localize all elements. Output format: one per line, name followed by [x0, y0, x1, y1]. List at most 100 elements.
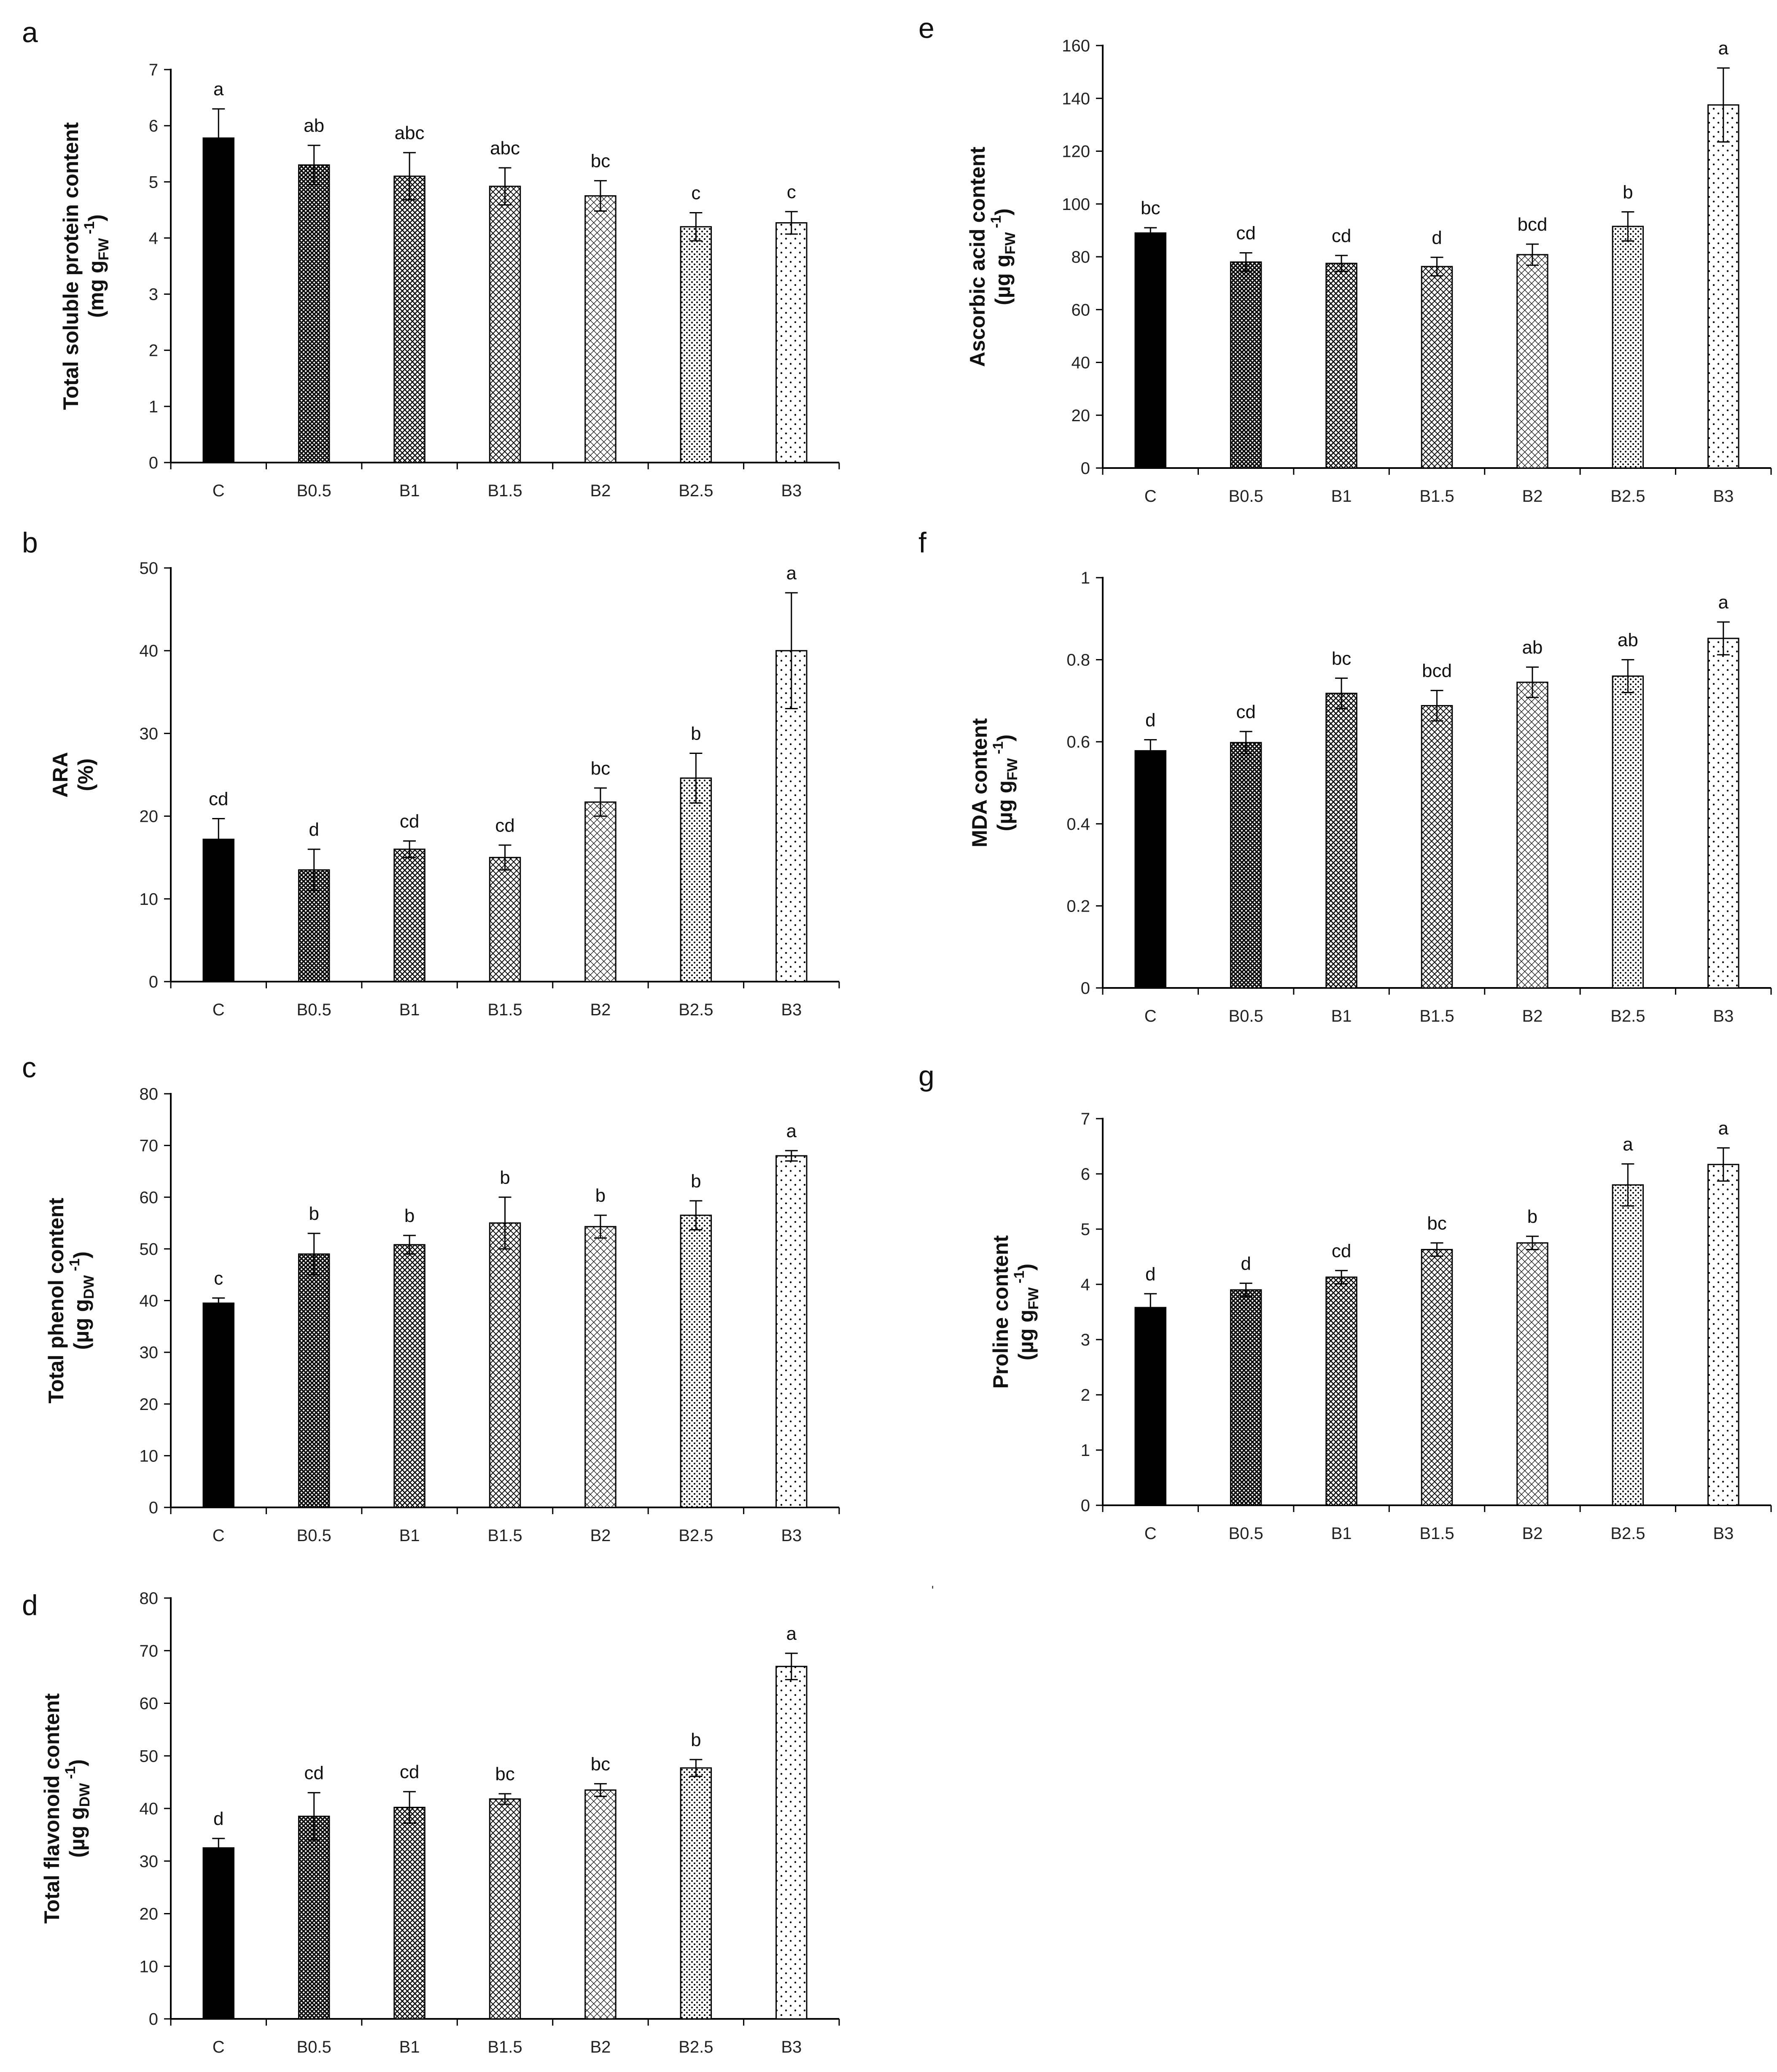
- significance-letter: a: [213, 79, 224, 100]
- x-tick-label: B1.5: [1419, 1524, 1454, 1543]
- y-axis-label-superscript: -1: [62, 1766, 78, 1783]
- significance-letter: b: [691, 1730, 701, 1750]
- y-tick-label: 2: [149, 342, 158, 360]
- error-bar: [1239, 252, 1252, 272]
- error-bar: [785, 1150, 798, 1162]
- error-bar: [498, 1793, 512, 1805]
- bar: [1612, 675, 1644, 989]
- significance-letter: ab: [304, 116, 324, 136]
- y-axis-label-superscript: -1: [990, 741, 1006, 758]
- significance-letter: d: [1432, 227, 1442, 248]
- error-bar: [594, 1783, 607, 1797]
- panel-f: f 0 0.2 0.4 0.6 0.8 1 d Ccd B0.5 bc B1 bcd B1.5 ab B2 ab…: [918, 527, 1772, 1025]
- significance-letter: abc: [395, 123, 425, 143]
- y-axis-label-subscript: FW: [1004, 758, 1020, 780]
- error-bar: [1621, 1163, 1634, 1207]
- error-bar: [689, 1759, 703, 1777]
- bar: [584, 801, 617, 982]
- y-axis-label-line2: (%): [74, 759, 97, 791]
- error-bar: [307, 848, 320, 891]
- x-tick-label: B2: [590, 1526, 611, 1545]
- y-axis-label-line1: Total soluble protein content: [59, 122, 83, 410]
- significance-letter: cd: [1236, 223, 1255, 244]
- error-bar: [498, 167, 512, 206]
- error-bar: [689, 212, 703, 242]
- x-tick-label: B1: [1331, 1007, 1352, 1025]
- bar: [489, 186, 521, 463]
- panel-b: b 0 10 20 30 40 50 cd Cd B0.5 cd B1 cd B1.5 bc B2 b B2.5 a…: [22, 527, 840, 1019]
- y-tick-label: 30: [140, 1852, 159, 1871]
- error-bar: [689, 1200, 703, 1231]
- x-tick-label: B2.5: [1610, 1524, 1645, 1543]
- significance-letter: d: [213, 1808, 223, 1829]
- error-bar: [1526, 666, 1539, 698]
- error-bar: [1717, 67, 1730, 143]
- x-tick-label: B2.5: [678, 482, 713, 500]
- x-tick-label: B1: [399, 1526, 420, 1545]
- significance-letter: cd: [304, 1763, 323, 1784]
- bar: [393, 848, 425, 982]
- y-axis-label-line2: (µg g: [1014, 1310, 1038, 1360]
- panel-a: a 0 1 2 3 4 5 6 7 a Cab B0.5 abc B1 abc B1.5 bc B2 c B2.5 c B…: [22, 16, 840, 500]
- y-tick-label: 50: [140, 1747, 159, 1765]
- error-bar: [1239, 1282, 1252, 1297]
- bar: [1134, 750, 1166, 989]
- significance-letter: d: [1145, 710, 1155, 730]
- x-tick-label: B1: [399, 482, 420, 500]
- significance-letter: b: [1527, 1206, 1537, 1227]
- bar: [298, 1253, 330, 1508]
- bar: [489, 1798, 521, 2020]
- error-bar: [1430, 256, 1443, 277]
- y-tick-label: 0: [149, 1499, 158, 1517]
- error-bar: [498, 1196, 512, 1250]
- y-tick-label: 6: [149, 117, 158, 135]
- bar: [202, 137, 234, 463]
- y-tick-label: 1: [149, 398, 158, 416]
- y-tick-label: 40: [140, 1800, 159, 1818]
- error-bar: [1239, 731, 1252, 754]
- y-tick-label: 0.4: [1066, 815, 1090, 834]
- error-bar: [307, 1232, 320, 1275]
- error-bar: [1335, 1270, 1348, 1285]
- y-axis-label-close: ): [70, 1251, 93, 1259]
- y-tick-label: 3: [149, 285, 158, 304]
- x-tick-label: C: [1144, 487, 1157, 506]
- y-tick-label: 40: [140, 642, 159, 660]
- y-axis-label-line1: Total phenol content: [44, 1197, 68, 1403]
- bar: [1421, 1249, 1453, 1506]
- y-tick-label: 1: [1081, 569, 1090, 587]
- y-tick-label: 80: [140, 1589, 159, 1608]
- significance-letter: c: [214, 1268, 223, 1289]
- y-axis-label: ARA(%): [48, 752, 97, 797]
- x-tick-label: B2: [590, 482, 611, 500]
- x-tick-label: B0.5: [1228, 1007, 1263, 1025]
- bar: [584, 195, 617, 463]
- significance-letter: bc: [1332, 648, 1351, 669]
- y-axis-label-line1: Total flavonoid content: [40, 1693, 64, 1924]
- significance-letter: abc: [490, 138, 520, 159]
- y-tick-label: 2: [1081, 1386, 1090, 1405]
- bar: [584, 1789, 617, 2020]
- bar: [680, 1767, 712, 2020]
- x-tick-label: B3: [781, 1526, 802, 1545]
- error-bar: [1717, 1147, 1730, 1182]
- bar: [489, 1222, 521, 1508]
- y-tick-label: 40: [1072, 354, 1090, 372]
- significance-letter: b: [691, 723, 701, 744]
- error-bar: [785, 1652, 798, 1680]
- x-tick-label: C: [213, 482, 225, 500]
- bar: [393, 175, 425, 463]
- x-tick-label: B2: [1522, 1524, 1543, 1543]
- x-tick-label: B2.5: [1610, 1007, 1645, 1025]
- y-axis-label-line2: (µg g: [70, 1299, 93, 1350]
- x-tick-label: B2.5: [1610, 487, 1645, 506]
- bar: [1325, 1276, 1357, 1506]
- y-tick-label: 0.2: [1066, 897, 1090, 915]
- bar: [680, 1214, 712, 1508]
- significance-letter: bc: [591, 758, 610, 779]
- bar: [1707, 638, 1739, 989]
- y-axis-label-close: ): [1014, 1264, 1038, 1271]
- x-tick-label: C: [213, 1001, 225, 1019]
- y-tick-label: 0.8: [1066, 651, 1090, 670]
- significance-letter: a: [1718, 38, 1729, 59]
